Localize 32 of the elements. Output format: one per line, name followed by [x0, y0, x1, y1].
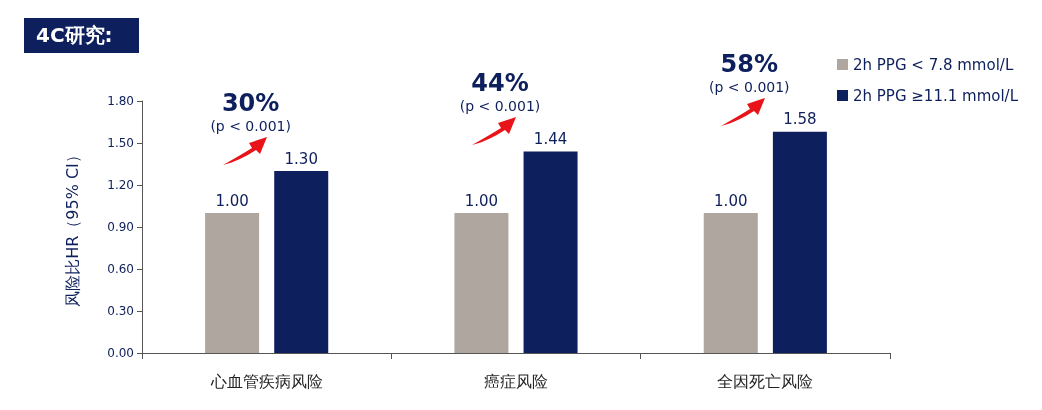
x-tick-label: 癌症风险 [484, 371, 548, 391]
data-label: 1.58 [783, 110, 817, 129]
x-tick-label: 心血管疾病风险 [209, 371, 323, 391]
y-tick-label: 1.20 [107, 178, 134, 192]
y-tick-label: 0.60 [107, 262, 134, 276]
text: 58% [719, 49, 780, 78]
y-tick-label: 0.00 [107, 346, 134, 360]
bar [274, 171, 329, 353]
y-tick-label: 0.90 [107, 220, 134, 234]
bar [772, 131, 827, 353]
bar [205, 213, 260, 353]
chart-title: 4C研究: [24, 18, 139, 53]
annotation: (p < 0.001) [209, 118, 292, 134]
y-tick-label: 0.30 [107, 304, 134, 318]
legend-label: 2h PPG ≥11.1 mmol/L [853, 86, 1019, 105]
y-tick-label: 1.80 [107, 94, 134, 108]
bar [523, 151, 578, 353]
bar [454, 213, 509, 353]
legend-label: 2h PPG < 7.8 mmol/L [853, 55, 1014, 74]
data-label: 1.00 [714, 191, 748, 210]
y-tick-label: 1.50 [107, 136, 134, 150]
text: (p < 0.001) [708, 78, 791, 95]
data-label: 1.30 [284, 149, 318, 168]
annotation: 30% [220, 89, 281, 117]
y-axis-title: 风险比HR（95% CI） [62, 147, 82, 307]
data-label: 1.00 [215, 191, 249, 210]
data-label: 1.44 [533, 129, 568, 148]
text: 44% [470, 69, 530, 98]
data-label: 1.00 [464, 191, 499, 210]
x-tick-label: 全因死亡风险 [717, 371, 814, 391]
annotation: (p < 0.001) [458, 98, 542, 115]
bar [703, 213, 758, 353]
